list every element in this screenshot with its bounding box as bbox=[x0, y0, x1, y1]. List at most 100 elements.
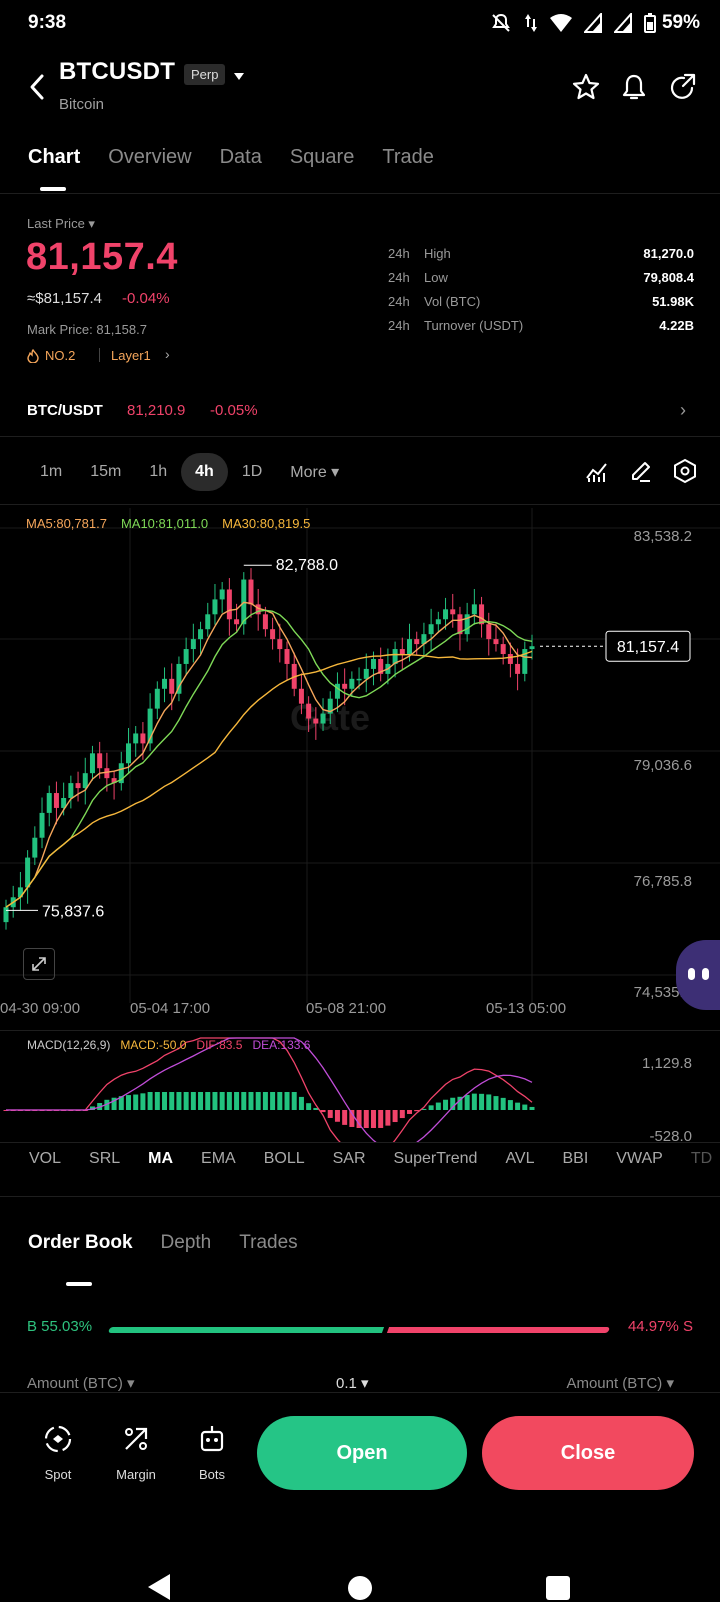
indicator-supertrend[interactable]: SuperTrend bbox=[393, 1150, 478, 1167]
draw-pen-icon[interactable] bbox=[628, 458, 654, 484]
share-icon[interactable] bbox=[668, 72, 698, 102]
tab-data[interactable]: Data bbox=[219, 146, 262, 168]
candle-body bbox=[334, 683, 340, 699]
buy-ratio: B 55.03% bbox=[27, 1318, 93, 1335]
bots-button[interactable]: Bots bbox=[182, 1422, 242, 1482]
open-button[interactable]: Open bbox=[257, 1416, 467, 1490]
indicator-avl[interactable]: AVL bbox=[505, 1150, 535, 1167]
low-marker-label: 75,837.6 bbox=[42, 903, 104, 920]
candle-body bbox=[262, 614, 268, 630]
spot-pair[interactable]: BTC/USDT bbox=[27, 402, 103, 419]
indicator-boll[interactable]: BOLL bbox=[263, 1150, 305, 1167]
ma5-label: MA5:80,781.7 bbox=[26, 516, 107, 531]
tab-trade[interactable]: Trade bbox=[382, 146, 434, 168]
macd-bar bbox=[277, 1092, 283, 1110]
candle-body bbox=[500, 644, 506, 655]
tab-chart[interactable]: Chart bbox=[28, 146, 81, 168]
status-time: 9:38 bbox=[28, 12, 67, 33]
macd-bar bbox=[205, 1092, 211, 1110]
candle-body bbox=[89, 753, 95, 774]
sell-ratio-bar bbox=[386, 1327, 611, 1333]
interval-4h[interactable]: 4h bbox=[181, 453, 228, 491]
candle-body bbox=[61, 798, 67, 808]
indicator-ma[interactable]: MA bbox=[148, 1150, 174, 1167]
interval-1d[interactable]: 1D bbox=[241, 463, 263, 480]
candle-body bbox=[277, 639, 283, 650]
macd-bar bbox=[284, 1092, 290, 1110]
ma5-line bbox=[5, 601, 533, 908]
interval-15m[interactable]: 15m bbox=[90, 463, 122, 480]
contract-badge[interactable]: Perp bbox=[184, 64, 226, 85]
y-axis-label: 79,036.6 bbox=[633, 757, 692, 774]
macd-bar bbox=[342, 1110, 348, 1125]
tab-square[interactable]: Square bbox=[289, 146, 355, 168]
tab-trades[interactable]: Trades bbox=[239, 1232, 298, 1253]
macd-bar bbox=[291, 1092, 297, 1110]
chevron-right-icon[interactable]: › bbox=[165, 346, 170, 362]
macd-bar bbox=[270, 1092, 276, 1110]
macd-bar bbox=[298, 1096, 304, 1110]
interval-1m[interactable]: 1m bbox=[40, 463, 63, 480]
precision-select[interactable]: 0.1 ▾ bbox=[336, 1375, 369, 1392]
tab-order-book[interactable]: Order Book bbox=[28, 1232, 133, 1253]
amount-header-left[interactable]: Amount (BTC) ▾ bbox=[27, 1375, 135, 1392]
candle-body bbox=[529, 646, 535, 650]
indicator-ema[interactable]: EMA bbox=[201, 1150, 236, 1167]
margin-button[interactable]: Margin bbox=[106, 1422, 166, 1482]
amount-header-right[interactable]: Amount (BTC) ▾ bbox=[566, 1375, 674, 1392]
assistant-avatar[interactable] bbox=[676, 940, 720, 1010]
macd-bar bbox=[407, 1110, 413, 1114]
layer-tag[interactable]: Layer1 bbox=[111, 348, 151, 363]
expand-icon[interactable] bbox=[23, 948, 55, 980]
nav-back-icon[interactable] bbox=[146, 1572, 172, 1602]
candle-body bbox=[46, 793, 52, 813]
symbol-title[interactable]: BTCUSDT bbox=[59, 58, 176, 85]
interval-more[interactable]: More ▾ bbox=[290, 464, 340, 481]
candlestick-chart[interactable]: Gate 82,788.075,837.681,157.4 bbox=[0, 508, 720, 1018]
close-button[interactable]: Close bbox=[482, 1416, 694, 1490]
interval-1h[interactable]: 1h bbox=[149, 463, 168, 480]
macd-bar bbox=[162, 1092, 168, 1110]
indicator-bbi[interactable]: BBI bbox=[562, 1150, 589, 1167]
nav-home-icon[interactable] bbox=[348, 1576, 372, 1600]
candle-body bbox=[378, 658, 384, 674]
usd-price: ≈$81,157.4 bbox=[27, 290, 102, 307]
candle-body bbox=[140, 733, 146, 744]
indicator-td[interactable]: TD bbox=[690, 1150, 713, 1167]
macd-bar bbox=[464, 1094, 470, 1110]
spot-price: 81,210.9 bbox=[127, 402, 186, 419]
star-icon[interactable] bbox=[571, 72, 601, 102]
spot-change: -0.05% bbox=[210, 402, 258, 419]
candle-body bbox=[363, 668, 369, 679]
candle-body bbox=[306, 703, 312, 719]
macd-bar bbox=[190, 1092, 196, 1110]
candle-body bbox=[205, 614, 211, 630]
macd-bar bbox=[349, 1110, 355, 1127]
candle-body bbox=[75, 783, 81, 789]
candle-body bbox=[270, 629, 276, 640]
bell-icon[interactable] bbox=[619, 72, 649, 102]
tab-overview[interactable]: Overview bbox=[108, 146, 192, 168]
status-bar: 9:38 59% bbox=[0, 0, 720, 48]
candle-body bbox=[284, 649, 290, 664]
indicator-srl[interactable]: SRL bbox=[89, 1150, 121, 1167]
last-price-label[interactable]: Last Price ▾ bbox=[27, 216, 95, 231]
ma10-line bbox=[5, 609, 533, 908]
candle-body bbox=[154, 688, 160, 709]
macd-bar bbox=[306, 1103, 312, 1110]
rank-badge[interactable]: NO.2 bbox=[27, 348, 75, 363]
spot-button[interactable]: Spot bbox=[28, 1422, 88, 1482]
indicator-vol[interactable]: VOL bbox=[29, 1150, 62, 1167]
nav-recents-icon[interactable] bbox=[546, 1576, 570, 1600]
indicator-sar[interactable]: SAR bbox=[332, 1150, 366, 1167]
back-icon[interactable] bbox=[22, 70, 52, 104]
mute-icon bbox=[492, 13, 510, 32]
indicator-vwap[interactable]: VWAP bbox=[616, 1150, 663, 1167]
tab-depth[interactable]: Depth bbox=[160, 1232, 212, 1253]
indicator-chart-icon[interactable] bbox=[584, 458, 610, 484]
caret-down-icon[interactable] bbox=[233, 72, 245, 82]
settings-hex-icon[interactable] bbox=[672, 458, 698, 484]
chevron-right-icon[interactable]: › bbox=[680, 400, 686, 420]
stat-row: 24h Low 79,808.4 bbox=[388, 269, 694, 285]
x-axis-label: 05-13 05:00 bbox=[486, 1000, 567, 1017]
